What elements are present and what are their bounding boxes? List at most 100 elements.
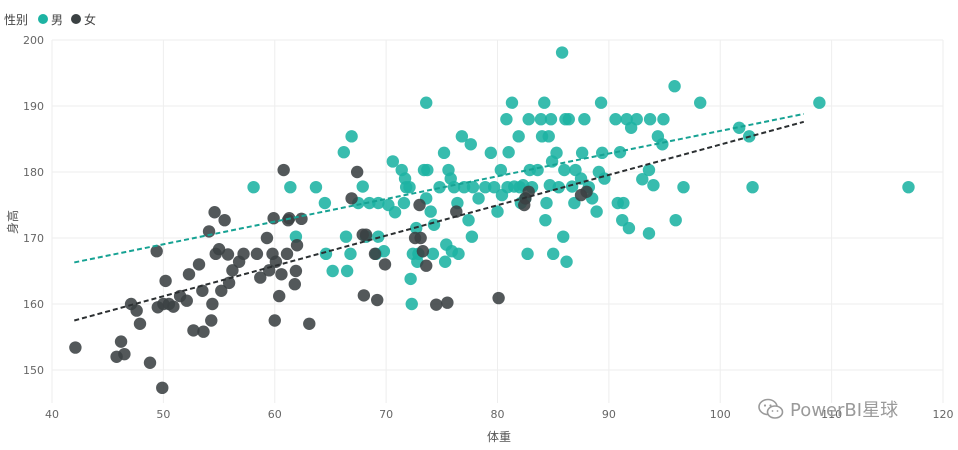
data-point[interactable]: [397, 196, 411, 210]
data-point[interactable]: [260, 231, 274, 245]
data-point[interactable]: [531, 163, 544, 177]
data-point[interactable]: [668, 80, 681, 93]
data-point[interactable]: [595, 146, 609, 160]
data-point[interactable]: [196, 284, 209, 297]
data-point[interactable]: [118, 347, 131, 361]
data-point[interactable]: [487, 180, 501, 194]
data-point[interactable]: [642, 163, 656, 177]
data-point[interactable]: [580, 185, 593, 198]
data-point[interactable]: [345, 192, 358, 205]
data-point[interactable]: [484, 146, 498, 160]
data-points[interactable]: [69, 46, 915, 395]
data-point[interactable]: [546, 247, 560, 261]
data-point[interactable]: [540, 196, 553, 210]
data-point[interactable]: [371, 293, 384, 307]
data-point[interactable]: [590, 205, 603, 218]
data-point[interactable]: [544, 113, 558, 126]
data-point[interactable]: [558, 163, 571, 177]
data-point[interactable]: [357, 289, 371, 302]
data-point[interactable]: [277, 163, 290, 177]
data-point[interactable]: [247, 180, 260, 194]
data-point[interactable]: [340, 264, 354, 278]
data-point[interactable]: [326, 264, 339, 278]
data-point[interactable]: [344, 247, 357, 261]
data-point[interactable]: [636, 173, 649, 186]
data-point[interactable]: [534, 113, 548, 126]
data-point[interactable]: [345, 130, 358, 143]
legend-item-female[interactable]: 女: [71, 11, 96, 28]
data-point[interactable]: [494, 163, 508, 177]
data-point[interactable]: [339, 230, 353, 243]
data-point[interactable]: [359, 228, 373, 241]
data-point[interactable]: [226, 264, 239, 277]
data-point[interactable]: [746, 180, 759, 194]
data-point[interactable]: [404, 272, 417, 286]
data-point[interactable]: [150, 245, 163, 258]
data-point[interactable]: [337, 146, 351, 159]
data-point[interactable]: [492, 291, 505, 305]
data-point[interactable]: [206, 297, 219, 311]
data-point[interactable]: [677, 180, 690, 194]
data-point[interactable]: [218, 213, 231, 227]
data-point[interactable]: [472, 192, 485, 205]
data-point[interactable]: [215, 284, 228, 297]
data-point[interactable]: [617, 196, 630, 210]
data-point[interactable]: [250, 247, 264, 261]
data-point[interactable]: [421, 163, 434, 177]
data-point[interactable]: [267, 212, 280, 225]
data-point[interactable]: [657, 113, 670, 126]
data-point[interactable]: [254, 271, 267, 284]
data-point[interactable]: [275, 268, 288, 281]
data-point[interactable]: [288, 278, 301, 291]
data-point[interactable]: [156, 381, 169, 395]
data-point[interactable]: [212, 243, 226, 256]
data-point[interactable]: [237, 247, 250, 261]
data-point[interactable]: [562, 113, 575, 126]
data-point[interactable]: [290, 239, 304, 252]
data-point[interactable]: [462, 213, 475, 227]
data-point[interactable]: [192, 258, 206, 271]
data-point[interactable]: [642, 227, 656, 240]
data-point[interactable]: [268, 314, 281, 327]
data-point[interactable]: [405, 297, 418, 311]
data-point[interactable]: [542, 130, 555, 143]
data-point[interactable]: [388, 206, 402, 219]
data-point[interactable]: [813, 96, 826, 109]
data-point[interactable]: [309, 180, 323, 194]
data-point[interactable]: [303, 317, 316, 330]
data-point[interactable]: [538, 96, 551, 109]
data-point[interactable]: [350, 165, 364, 179]
data-point[interactable]: [262, 264, 276, 277]
data-point[interactable]: [502, 146, 515, 159]
data-point[interactable]: [284, 180, 297, 194]
data-point[interactable]: [694, 96, 707, 109]
data-point[interactable]: [368, 247, 382, 261]
data-point[interactable]: [180, 294, 193, 307]
data-point[interactable]: [732, 121, 746, 134]
data-point[interactable]: [416, 245, 430, 258]
data-point[interactable]: [356, 180, 369, 193]
data-point[interactable]: [133, 317, 147, 330]
data-point[interactable]: [479, 180, 492, 194]
data-point[interactable]: [159, 274, 172, 288]
data-point[interactable]: [539, 213, 552, 227]
data-point[interactable]: [522, 113, 535, 126]
data-point[interactable]: [557, 230, 570, 243]
data-point[interactable]: [69, 341, 82, 354]
data-point[interactable]: [426, 247, 440, 261]
data-point[interactable]: [452, 247, 465, 261]
data-point[interactable]: [521, 247, 534, 261]
data-point[interactable]: [222, 276, 236, 290]
data-point[interactable]: [378, 258, 392, 271]
data-point[interactable]: [318, 196, 332, 210]
data-point[interactable]: [280, 247, 294, 261]
data-point[interactable]: [622, 221, 636, 235]
data-point[interactable]: [550, 146, 563, 160]
data-point[interactable]: [130, 304, 143, 317]
data-point[interactable]: [594, 96, 608, 109]
data-point[interactable]: [578, 113, 591, 126]
data-point[interactable]: [363, 196, 376, 210]
data-point[interactable]: [420, 259, 433, 272]
data-point[interactable]: [491, 205, 504, 218]
data-point[interactable]: [182, 268, 196, 281]
